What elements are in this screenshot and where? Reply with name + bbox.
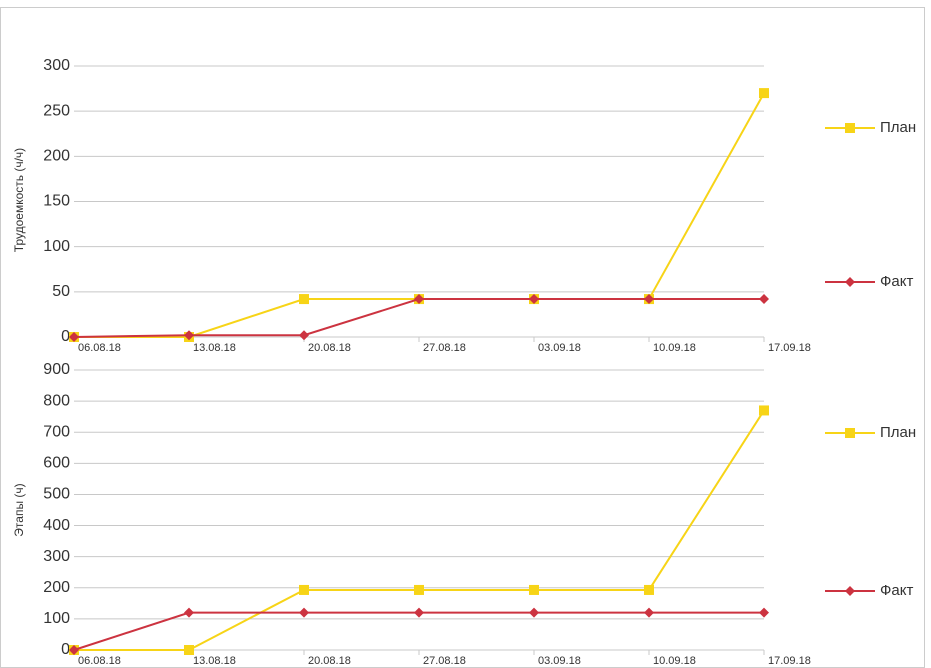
y-tick-label: 900 bbox=[43, 361, 70, 378]
x-tick-label: 10.09.18 bbox=[653, 655, 696, 667]
y-tick-label: 300 bbox=[43, 548, 70, 565]
x-tick-label: 17.09.18 bbox=[768, 342, 811, 354]
point-marker bbox=[299, 607, 309, 618]
y-tick-label: 500 bbox=[43, 486, 70, 503]
y-tick-label: 50 bbox=[52, 283, 70, 300]
y-tick-label: 400 bbox=[43, 517, 70, 534]
point-marker bbox=[759, 405, 769, 416]
y-tick-label: 100 bbox=[43, 238, 70, 255]
x-tick-label: 10.09.18 bbox=[653, 342, 696, 354]
point-marker bbox=[184, 607, 194, 618]
point-marker bbox=[644, 584, 654, 595]
point-marker bbox=[299, 294, 309, 305]
y-tick-label: 0 bbox=[61, 641, 70, 658]
point-marker bbox=[529, 607, 539, 618]
x-tick-label: 13.08.18 bbox=[193, 655, 236, 667]
x-tick-label: 13.08.18 bbox=[193, 342, 236, 354]
point-marker bbox=[759, 88, 769, 99]
legend-label: Факт bbox=[880, 582, 913, 599]
point-marker bbox=[644, 607, 654, 618]
point-marker bbox=[529, 584, 539, 595]
point-marker bbox=[529, 294, 539, 305]
legend-label: Факт bbox=[880, 273, 913, 290]
x-tick-label: 20.08.18 bbox=[308, 655, 351, 667]
x-tick-label: 20.08.18 bbox=[308, 342, 351, 354]
y-tick-label: 150 bbox=[43, 193, 70, 210]
legend-marker bbox=[845, 277, 855, 287]
legend-label: План bbox=[880, 424, 916, 441]
point-marker bbox=[184, 645, 194, 655]
legend-marker bbox=[845, 428, 855, 438]
y-tick-label: 600 bbox=[43, 455, 70, 472]
y-tick-label: 200 bbox=[43, 148, 70, 165]
y-tick-label: 0 bbox=[61, 328, 70, 345]
y-axis-label: Трудоемкость (ч/ч) bbox=[12, 148, 26, 252]
y-axis-label: Этапы (ч) bbox=[12, 483, 26, 536]
point-marker bbox=[414, 584, 424, 595]
x-tick-label: 27.08.18 bbox=[423, 655, 466, 667]
series-line bbox=[73, 298, 764, 338]
y-tick-label: 250 bbox=[43, 102, 70, 119]
y-tick-label: 700 bbox=[43, 423, 70, 440]
point-marker bbox=[759, 294, 769, 305]
legend-label: План bbox=[880, 119, 916, 136]
x-tick-label: 03.09.18 bbox=[538, 655, 581, 667]
y-tick-label: 800 bbox=[43, 392, 70, 409]
point-marker bbox=[69, 645, 79, 655]
x-tick-label: 06.08.18 bbox=[78, 342, 121, 354]
legend-marker bbox=[845, 123, 855, 133]
y-tick-label: 100 bbox=[43, 610, 70, 627]
x-tick-label: 06.08.18 bbox=[78, 655, 121, 667]
point-marker bbox=[299, 330, 309, 341]
point-marker bbox=[644, 294, 654, 305]
point-marker bbox=[184, 330, 194, 341]
point-marker bbox=[414, 607, 424, 618]
point-marker bbox=[299, 584, 309, 595]
x-tick-label: 03.09.18 bbox=[538, 342, 581, 354]
y-tick-label: 200 bbox=[43, 579, 70, 596]
y-tick-label: 300 bbox=[43, 57, 70, 74]
legend-marker bbox=[845, 586, 855, 596]
x-tick-label: 17.09.18 bbox=[768, 655, 811, 667]
point-marker bbox=[69, 332, 79, 342]
point-marker bbox=[414, 294, 424, 305]
point-marker bbox=[759, 607, 769, 618]
series-line bbox=[73, 611, 764, 651]
x-tick-label: 27.08.18 bbox=[423, 342, 466, 354]
